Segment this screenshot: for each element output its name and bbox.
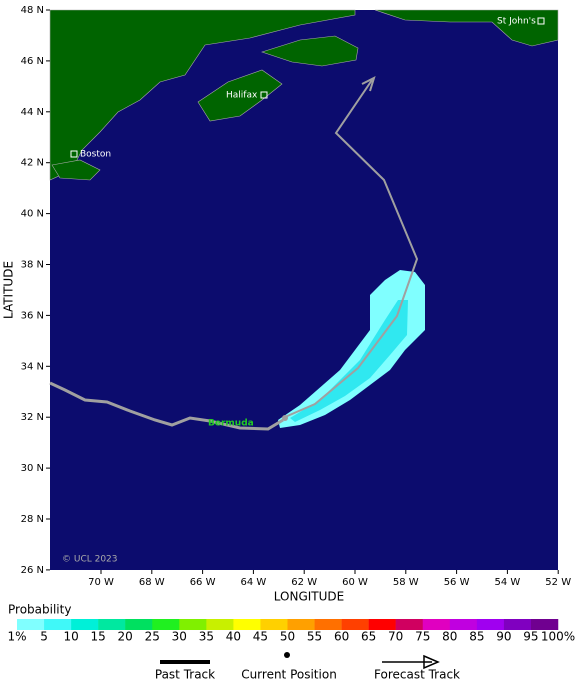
scale-cell — [368, 619, 396, 630]
scale-cell — [341, 619, 369, 630]
lon-label: 70 W — [88, 577, 114, 588]
place-marker — [260, 91, 268, 99]
legend-current-position — [284, 652, 290, 658]
probability-5 — [278, 270, 425, 428]
lat-label: 30 N — [21, 463, 44, 474]
scale-label: 65 — [361, 630, 376, 644]
probability-10 — [290, 300, 408, 422]
scale-label: 40 — [226, 630, 241, 644]
scale-cell — [422, 619, 451, 630]
lat-label: 26 N — [21, 565, 44, 576]
scale-label: 10 — [63, 630, 78, 644]
legend-item: Forecast Track — [374, 668, 460, 682]
scale-label: 75 — [415, 630, 430, 644]
legend-item: Current Position — [241, 668, 337, 682]
scale-cell — [152, 619, 180, 630]
scale-label: 100% — [541, 630, 575, 644]
scale-label: 5 — [40, 630, 48, 644]
scale-cell — [260, 619, 288, 630]
scale-cell — [395, 619, 423, 630]
place-marker — [70, 150, 78, 158]
scale-label: 1% — [7, 630, 26, 644]
scale-label: 30 — [172, 630, 187, 644]
lon-label: 56 W — [444, 577, 470, 588]
scale-cell — [71, 619, 99, 630]
scale-cell — [98, 619, 126, 630]
legend-item: Past Track — [155, 668, 215, 682]
place-marker — [537, 17, 545, 25]
scale-label: 80 — [442, 630, 457, 644]
scale-label: 85 — [469, 630, 484, 644]
scale-label: 15 — [91, 630, 106, 644]
lat-label: 34 N — [21, 361, 44, 372]
lat-label: 48 N — [21, 5, 44, 16]
scale-label: 50 — [280, 630, 295, 644]
place-label: Boston — [80, 150, 111, 160]
scale-label: 20 — [118, 630, 133, 644]
scale-cell — [179, 619, 207, 630]
scale-cell — [287, 619, 315, 630]
place-label: Bermuda — [208, 419, 254, 429]
land — [49, 9, 559, 181]
lon-label: 66 W — [190, 577, 216, 588]
scale-label: 35 — [199, 630, 214, 644]
forecast-arrow — [361, 76, 376, 92]
copyright: © UCL 2023 — [62, 555, 118, 565]
scale-cell — [449, 619, 478, 630]
scale-cell — [530, 619, 559, 630]
lat-label: 32 N — [21, 412, 44, 423]
scale-label: 95 — [523, 630, 538, 644]
lon-label: 58 W — [393, 577, 419, 588]
scale-cell — [17, 619, 45, 630]
lon-label: 62 W — [291, 577, 317, 588]
lon-label: 68 W — [139, 577, 165, 588]
scale-cell — [503, 619, 532, 630]
lat-label: 42 N — [21, 158, 44, 169]
legend-forecast-arrow — [423, 654, 440, 670]
scale-label: 45 — [253, 630, 268, 644]
newfoundland — [374, 9, 559, 47]
lon-label: 54 W — [495, 577, 521, 588]
lat-label: 38 N — [21, 260, 44, 271]
legend-title: Probability — [8, 603, 71, 617]
lon-label: 60 W — [342, 577, 368, 588]
past-track — [49, 381, 284, 431]
ocean — [50, 10, 558, 570]
scale-cell — [206, 619, 234, 630]
x-axis-title: LONGITUDE — [274, 590, 344, 604]
scale-label: 55 — [307, 630, 322, 644]
scale-label: 90 — [496, 630, 511, 644]
lon-label: 64 W — [241, 577, 267, 588]
lat-label: 46 N — [21, 56, 44, 67]
cape-cod — [51, 159, 101, 181]
forecast-track — [284, 79, 419, 418]
scale-cell — [476, 619, 505, 630]
scale-cell — [314, 619, 342, 630]
nova-scotia — [197, 69, 283, 122]
scale-cell — [44, 619, 72, 630]
lat-label: 36 N — [21, 310, 44, 321]
lon-label: 52 W — [545, 577, 571, 588]
current-position — [282, 415, 288, 421]
cape-breton — [261, 35, 359, 67]
scale-cell — [233, 619, 261, 630]
scale-cell — [125, 619, 153, 630]
scale-label: 25 — [145, 630, 160, 644]
lat-label: 44 N — [21, 107, 44, 118]
scale-label: 70 — [388, 630, 403, 644]
place-label: Halifax — [226, 91, 258, 101]
y-axis-title: LATITUDE — [2, 261, 16, 319]
lat-label: 40 N — [21, 209, 44, 220]
lat-label: 28 N — [21, 514, 44, 525]
place-label: St John's — [497, 17, 536, 27]
scale-label: 60 — [334, 630, 349, 644]
